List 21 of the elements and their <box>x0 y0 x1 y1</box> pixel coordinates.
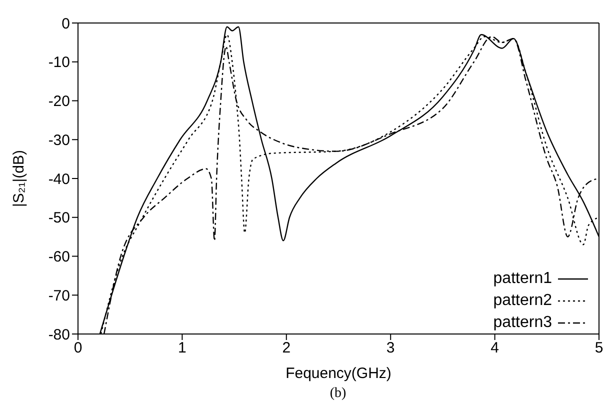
x-axis-title: Fequency(GHz) <box>286 365 392 382</box>
y-tick-label: -60 <box>48 248 70 266</box>
x-tick-label: 3 <box>386 340 395 357</box>
y-tick-label: -40 <box>48 170 70 188</box>
legend-label: pattern2 <box>493 292 552 310</box>
x-tick-label: 4 <box>490 340 499 357</box>
y-tick-label: -80 <box>48 326 70 344</box>
text: (b) <box>328 386 348 402</box>
y-tick-label: -30 <box>48 132 70 149</box>
x-tick-label: 0 <box>74 340 82 357</box>
x-tick-label: 5 <box>594 340 604 357</box>
legend-label: pattern3 <box>493 314 552 332</box>
x-tick-label: 2 <box>282 340 291 357</box>
x-tick-label: 1 <box>178 340 186 357</box>
y-tick-label: -70 <box>48 287 70 304</box>
y-axis-title: |S₂₁|(dB) <box>10 150 28 208</box>
y-tick-label: -50 <box>48 210 70 227</box>
y-tick-label: -20 <box>48 93 70 110</box>
y-tick-label: 0 <box>62 15 70 32</box>
y-tick-label: -10 <box>48 54 70 72</box>
legend-label: pattern1 <box>493 270 552 288</box>
